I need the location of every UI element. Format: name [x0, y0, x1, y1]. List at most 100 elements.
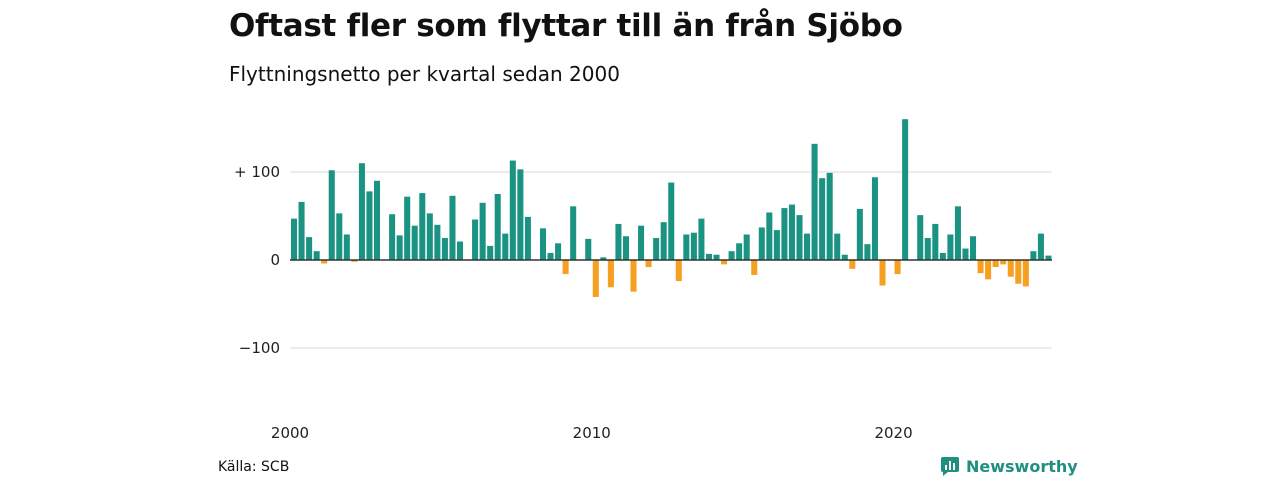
- bar: [607, 260, 614, 288]
- bar: [819, 178, 826, 260]
- bar: [366, 191, 373, 260]
- bar: [834, 233, 841, 260]
- bar: [871, 177, 878, 260]
- bar: [721, 260, 728, 265]
- bar: [630, 260, 637, 292]
- bar: [766, 212, 773, 260]
- bar: [1000, 260, 1007, 265]
- bar: [479, 202, 486, 260]
- bar: [758, 227, 765, 260]
- bar: [622, 236, 629, 260]
- bar: [751, 260, 758, 275]
- y-tick-label: −100: [239, 339, 280, 357]
- bar: [555, 243, 562, 260]
- y-axis: + 100 0 −100: [234, 163, 280, 357]
- bar: [1022, 260, 1029, 287]
- bar: [1030, 251, 1037, 260]
- bar: [562, 260, 569, 275]
- bar: [864, 244, 871, 260]
- brand-name: Newsworthy: [966, 456, 1078, 476]
- bar: [879, 260, 886, 286]
- bar: [977, 260, 984, 274]
- bar: [426, 213, 433, 260]
- y-tick-label: 0: [270, 251, 280, 269]
- bar: [328, 170, 335, 260]
- bar: [351, 260, 358, 262]
- x-tick-label: 2020: [874, 424, 912, 442]
- bar: [954, 206, 961, 260]
- y-tick-label: + 100: [234, 163, 280, 181]
- bar: [1037, 233, 1044, 260]
- bar: [615, 223, 622, 260]
- bar: [517, 169, 524, 260]
- bar: [932, 223, 939, 260]
- bar: [411, 225, 418, 260]
- bar: [638, 225, 645, 260]
- bar: [660, 222, 667, 260]
- bar: [947, 234, 954, 260]
- bars: [291, 119, 1052, 297]
- bar: [321, 260, 328, 264]
- bar: [698, 218, 705, 260]
- x-axis: 2000 2010 2020: [271, 424, 913, 442]
- bar: [494, 194, 501, 260]
- bar: [539, 228, 547, 260]
- bar: [917, 215, 924, 260]
- bar: [336, 213, 343, 260]
- gridlines: [290, 171, 1052, 349]
- bar: [502, 233, 509, 260]
- bar: [970, 236, 977, 260]
- bar: [441, 238, 448, 260]
- newsworthy-logo-icon: [941, 457, 959, 476]
- bar: [668, 182, 675, 260]
- bar: [456, 241, 464, 260]
- bar: [962, 248, 969, 260]
- bar: [291, 218, 298, 260]
- chart-subtitle: Flyttningsnetto per kvartal sedan 2000: [229, 62, 620, 86]
- bar: [389, 214, 396, 260]
- bar: [728, 251, 735, 260]
- bar: [675, 260, 682, 282]
- bar: [524, 216, 531, 260]
- bar: [992, 260, 999, 268]
- bar: [313, 251, 320, 260]
- bar: [683, 234, 690, 260]
- bar: [547, 252, 554, 260]
- bar: [419, 193, 426, 260]
- brand-logo[interactable]: Newsworthy: [940, 456, 1078, 476]
- bar: [434, 224, 441, 260]
- x-tick-label: 2000: [271, 424, 309, 442]
- bar: [343, 234, 350, 260]
- bar: [645, 260, 652, 268]
- bar: [849, 260, 856, 269]
- bar: [396, 235, 403, 260]
- bar: [1045, 255, 1052, 260]
- bar: [894, 260, 901, 275]
- chart-title: Oftast fler som flyttar till än från Sjö…: [229, 8, 903, 44]
- bar: [449, 195, 456, 260]
- bar: [781, 208, 788, 260]
- bar: [826, 172, 833, 260]
- bar: [509, 160, 516, 260]
- bar: [773, 230, 780, 260]
- bar: [653, 238, 660, 260]
- bar: [306, 237, 313, 260]
- bar: [570, 206, 577, 260]
- bar: [472, 219, 479, 260]
- source-note: Källa: SCB: [218, 459, 290, 475]
- bar: [404, 196, 411, 260]
- bar: [487, 245, 494, 260]
- bar: [743, 234, 750, 260]
- bar: [902, 119, 909, 260]
- bar: [985, 260, 992, 280]
- bar: [788, 204, 795, 260]
- bar: [1015, 260, 1022, 284]
- bar: [690, 232, 697, 260]
- bar: [924, 238, 931, 260]
- bar: [736, 243, 743, 260]
- bar: [841, 254, 848, 260]
- bar: [298, 201, 305, 260]
- bar: [585, 238, 592, 260]
- bar: [1007, 260, 1014, 277]
